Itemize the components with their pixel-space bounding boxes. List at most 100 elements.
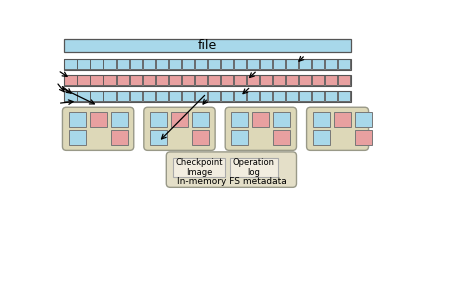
Text: Checkpoint
Image: Checkpoint Image: [175, 158, 223, 177]
Bar: [69, 130, 86, 145]
Bar: [299, 91, 311, 102]
Bar: [221, 59, 233, 69]
Bar: [313, 112, 330, 127]
Bar: [182, 59, 194, 69]
Bar: [90, 75, 103, 85]
Bar: [195, 59, 207, 69]
Bar: [208, 91, 220, 102]
Bar: [172, 158, 225, 176]
Bar: [150, 112, 167, 127]
Bar: [130, 59, 142, 69]
Bar: [64, 91, 76, 102]
Bar: [286, 59, 298, 69]
Bar: [208, 59, 220, 69]
Bar: [234, 59, 246, 69]
Bar: [355, 112, 372, 127]
Bar: [117, 91, 129, 102]
Bar: [143, 91, 155, 102]
Bar: [252, 112, 270, 127]
Bar: [90, 91, 103, 102]
Bar: [143, 75, 155, 85]
Bar: [325, 91, 338, 102]
Bar: [299, 59, 311, 69]
Bar: [117, 59, 129, 69]
Bar: [130, 75, 142, 85]
Bar: [355, 130, 372, 145]
FancyBboxPatch shape: [225, 107, 297, 150]
FancyBboxPatch shape: [144, 107, 215, 150]
Bar: [69, 112, 86, 127]
Bar: [104, 75, 116, 85]
Bar: [117, 75, 129, 85]
Bar: [64, 40, 351, 52]
Bar: [111, 130, 127, 145]
Text: Operation
log: Operation log: [233, 158, 275, 177]
Bar: [286, 91, 298, 102]
Bar: [195, 91, 207, 102]
Bar: [221, 75, 233, 85]
Bar: [273, 59, 285, 69]
Bar: [111, 112, 127, 127]
Text: In-memory FS metadata: In-memory FS metadata: [176, 177, 286, 187]
Bar: [169, 59, 181, 69]
Bar: [247, 59, 259, 69]
Bar: [338, 59, 351, 69]
Bar: [156, 91, 168, 102]
Bar: [156, 75, 168, 85]
Bar: [312, 91, 324, 102]
Bar: [230, 158, 278, 176]
Bar: [299, 75, 311, 85]
Bar: [192, 130, 209, 145]
Bar: [221, 91, 233, 102]
Bar: [231, 112, 248, 127]
Bar: [171, 112, 188, 127]
Bar: [143, 59, 155, 69]
Bar: [208, 75, 220, 85]
Bar: [231, 130, 248, 145]
Bar: [90, 112, 107, 127]
Bar: [260, 91, 272, 102]
Bar: [192, 112, 209, 127]
Bar: [182, 91, 194, 102]
Bar: [247, 75, 259, 85]
Bar: [273, 75, 285, 85]
Bar: [77, 75, 90, 85]
Text: file: file: [198, 39, 217, 52]
Bar: [130, 91, 142, 102]
FancyBboxPatch shape: [166, 152, 297, 187]
Bar: [312, 59, 324, 69]
Bar: [273, 91, 285, 102]
Bar: [273, 112, 290, 127]
Bar: [286, 75, 298, 85]
Bar: [90, 59, 103, 69]
Bar: [338, 75, 351, 85]
Bar: [156, 59, 168, 69]
Bar: [150, 130, 167, 145]
Bar: [195, 75, 207, 85]
FancyBboxPatch shape: [63, 107, 134, 150]
Bar: [182, 75, 194, 85]
Bar: [234, 75, 246, 85]
Bar: [334, 112, 351, 127]
Bar: [64, 59, 76, 69]
Bar: [64, 75, 351, 86]
Bar: [77, 91, 90, 102]
Bar: [313, 130, 330, 145]
Bar: [169, 75, 181, 85]
Bar: [64, 59, 351, 69]
Bar: [64, 75, 76, 85]
Bar: [104, 59, 116, 69]
Bar: [312, 75, 324, 85]
FancyBboxPatch shape: [306, 107, 369, 150]
Bar: [64, 91, 351, 102]
Bar: [234, 91, 246, 102]
Bar: [104, 91, 116, 102]
Bar: [247, 91, 259, 102]
Bar: [338, 91, 351, 102]
Bar: [77, 59, 90, 69]
Bar: [325, 75, 338, 85]
Bar: [260, 75, 272, 85]
Bar: [273, 130, 290, 145]
Bar: [325, 59, 338, 69]
Bar: [169, 91, 181, 102]
